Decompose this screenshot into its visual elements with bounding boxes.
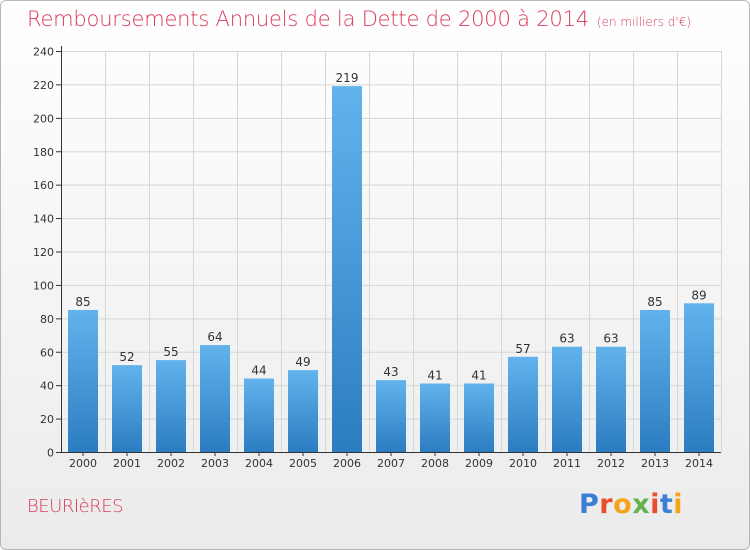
bar [156, 360, 186, 452]
bar [200, 345, 230, 452]
x-tick-label: 2004 [245, 457, 273, 470]
y-tick-label: 0 [47, 447, 54, 460]
bar [68, 309, 98, 452]
y-tick-label: 220 [33, 79, 54, 92]
y-tick-label: 60 [40, 346, 54, 359]
bar [640, 309, 670, 452]
bar [684, 303, 714, 452]
x-tick-label: 2001 [113, 457, 141, 470]
data-label: 63 [603, 332, 618, 346]
data-label: 41 [427, 368, 442, 382]
bar [552, 346, 582, 452]
bar [464, 383, 494, 452]
data-label: 43 [383, 365, 398, 379]
data-label: 89 [691, 288, 706, 302]
x-tick-label: 2003 [201, 457, 229, 470]
bar [596, 346, 626, 452]
y-tick-label: 40 [40, 380, 54, 393]
bar [112, 365, 142, 452]
x-tick-label: 2009 [465, 457, 493, 470]
data-label: 64 [207, 330, 222, 344]
y-tick-label: 240 [33, 46, 54, 59]
data-label: 49 [295, 355, 310, 369]
x-tick-label: 2012 [597, 457, 625, 470]
data-label: 57 [515, 342, 530, 356]
x-tick-label: 2014 [685, 457, 713, 470]
data-labels: 85 52 55 64 44 49 219 43 41 41 57 63 63 85 89 [75, 71, 706, 382]
x-tick-label: 2000 [69, 457, 97, 470]
axes: 0 20 40 60 80 100 120 140 160 180 200 220 240 2000 200… [33, 46, 721, 470]
data-label: 85 [75, 295, 90, 309]
y-tick-label: 200 [33, 112, 54, 125]
data-label: 44 [251, 363, 266, 377]
x-tick-label: 2008 [421, 457, 449, 470]
bar [244, 378, 274, 452]
y-tick-label: 140 [33, 213, 54, 226]
bar [332, 86, 362, 453]
x-tick-label: 2011 [553, 457, 581, 470]
data-label: 63 [559, 332, 574, 346]
data-label: 41 [471, 368, 486, 382]
bar [420, 383, 450, 452]
commune-name: BEURIèRES [27, 496, 124, 517]
data-label: 219 [336, 71, 359, 85]
x-tick-label: 2002 [157, 457, 185, 470]
y-tick-label: 120 [33, 246, 54, 259]
y-tick-label: 80 [40, 313, 54, 326]
y-tick-label: 180 [33, 146, 54, 159]
y-tick-label: 160 [33, 179, 54, 192]
chart-unit: (en milliers d'€) [596, 15, 692, 29]
x-tick-label: 2013 [641, 457, 669, 470]
chart-title-text: Remboursements Annuels de la Dette de 20… [27, 7, 589, 31]
y-tick-label: 100 [33, 279, 54, 292]
x-tick-label: 2007 [377, 457, 405, 470]
bar [288, 370, 318, 452]
bar [508, 356, 538, 452]
bars [68, 86, 714, 453]
data-label: 52 [119, 350, 134, 364]
x-tick-label: 2005 [289, 457, 317, 470]
bar [376, 380, 406, 452]
data-label: 85 [647, 295, 662, 309]
x-tick-label: 2010 [509, 457, 537, 470]
data-label: 55 [163, 345, 178, 359]
proxiti-logo: Proxiti [579, 489, 684, 520]
chart-title: Remboursements Annuels de la Dette de 20… [27, 7, 691, 31]
y-tick-label: 20 [40, 413, 54, 426]
x-tick-label: 2006 [333, 457, 361, 470]
